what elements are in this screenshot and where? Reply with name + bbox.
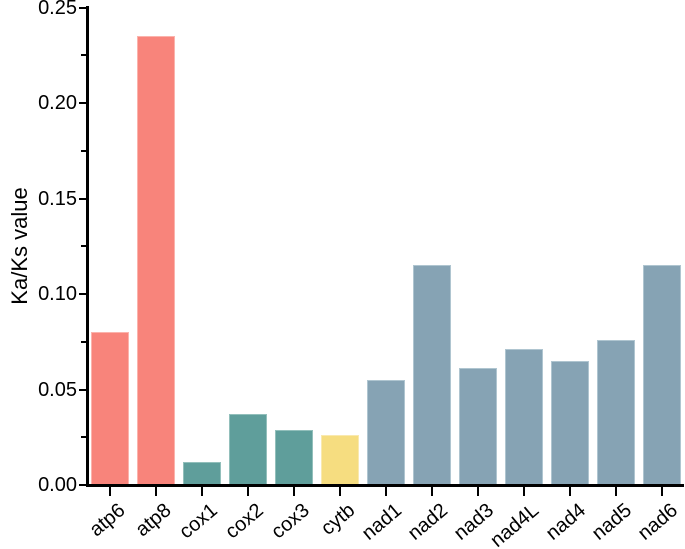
bar [275, 429, 313, 486]
x-tick-label: cox3 [266, 498, 314, 543]
bar [551, 360, 589, 486]
bar [597, 339, 635, 486]
x-tick [293, 486, 295, 496]
y-tick-label: 0.20 [38, 92, 77, 114]
x-tick-label: atp6 [85, 498, 130, 541]
x-tick-label: nad4 [541, 498, 590, 545]
y-minor-tick [81, 245, 86, 248]
y-major-tick [78, 197, 86, 200]
x-tick [477, 486, 479, 496]
x-tick-label: cox1 [174, 498, 222, 543]
y-major-tick [78, 102, 86, 104]
y-minor-tick [81, 54, 86, 57]
x-tick [569, 486, 571, 496]
bar [91, 332, 129, 486]
y-axis-spine [85, 6, 89, 487]
x-tick-label: nad6 [633, 498, 682, 545]
bar [321, 435, 359, 486]
x-tick [339, 486, 341, 496]
bar [505, 349, 543, 486]
x-tick [385, 486, 387, 496]
x-axis-spine [85, 483, 684, 487]
y-major-tick [78, 388, 86, 391]
y-tick-label: 0.25 [38, 0, 77, 19]
x-tick-label: nad1 [357, 498, 406, 545]
x-tick-label: nad2 [403, 498, 452, 545]
x-tick-label: cytb [317, 498, 360, 540]
bar [229, 414, 267, 486]
bar [137, 36, 175, 486]
y-tick-label: 0.05 [38, 378, 77, 401]
x-tick [109, 486, 111, 496]
y-tick-label: 0.10 [38, 283, 77, 305]
bar [367, 379, 405, 486]
x-tick [523, 486, 525, 496]
x-tick [661, 486, 663, 496]
bar [413, 265, 451, 486]
y-major-tick [78, 484, 86, 486]
x-tick [431, 486, 433, 496]
y-minor-tick [81, 149, 86, 152]
x-tick [247, 486, 249, 496]
bar [459, 368, 497, 486]
bar [643, 265, 681, 486]
x-tick [155, 486, 157, 496]
y-major-tick [78, 293, 86, 295]
x-tick-label: nad4L [486, 498, 544, 549]
bar [183, 462, 221, 486]
x-tick [201, 486, 203, 496]
y-major-tick [78, 6, 86, 9]
x-tick-label: atp8 [131, 498, 176, 541]
y-minor-tick [81, 340, 86, 343]
y-tick-label: 0.00 [38, 474, 77, 496]
x-tick [615, 486, 617, 496]
x-tick-label: nad5 [587, 498, 636, 545]
x-tick-label: cox2 [220, 498, 268, 543]
y-tick-label: 0.15 [38, 187, 77, 210]
y-minor-tick [81, 436, 86, 439]
